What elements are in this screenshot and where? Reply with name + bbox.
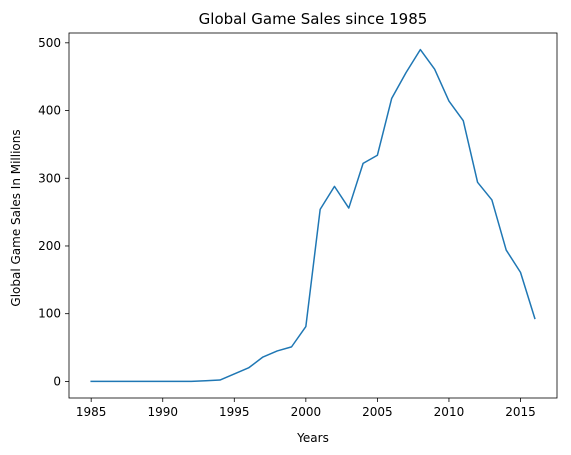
series-layer [89,47,537,384]
data-point [189,379,194,384]
data-point [132,379,137,384]
plot-frame [68,32,558,399]
data-point [318,207,323,212]
data-point [404,70,409,75]
data-point [103,379,108,384]
data-point [375,153,380,158]
data-point [346,206,351,211]
data-point [260,355,265,360]
data-point [489,197,494,202]
series-line [90,48,536,383]
data-point [217,378,222,383]
data-point [246,365,251,370]
x-tick-label: 1990 [147,405,178,419]
data-point [89,379,94,384]
y-tick-label: 300 [38,171,61,185]
x-tick-label: 2010 [434,405,465,419]
x-tick-label: 2015 [505,405,536,419]
y-tick-label: 100 [38,307,61,321]
data-point [418,47,423,52]
data-point [504,248,509,253]
tick-layer: 1985 1990 1995 2000 2005 2010 2015 0 100 200 300 40… [38,36,536,419]
data-point [361,161,366,166]
y-axis-label: Global Game Sales In Millions [9,129,23,306]
data-point [203,378,208,383]
data-point [160,379,165,384]
data-point [461,118,466,123]
data-point [289,344,294,349]
data-point [432,67,437,72]
x-tick-label: 1985 [76,405,107,419]
x-tick-label: 1995 [219,405,250,419]
data-point [389,96,394,101]
chart-title: Global Game Sales since 1985 [199,10,428,28]
x-tick-label: 2005 [362,405,393,419]
data-point [446,99,451,104]
y-tick-label: 500 [38,36,61,50]
y-tick-label: 200 [38,239,61,253]
data-point [332,184,337,189]
data-point [117,379,122,384]
data-point [146,379,151,384]
x-axis-label: Years [296,431,329,445]
data-point [275,348,280,353]
data-point [532,316,537,321]
y-tick-label: 400 [38,104,61,118]
data-point [303,324,308,329]
y-tick-label: 0 [53,374,61,388]
data-point [232,371,237,376]
data-point [175,379,180,384]
data-point [518,270,523,275]
data-point [475,180,480,185]
x-tick-label: 2000 [291,405,322,419]
